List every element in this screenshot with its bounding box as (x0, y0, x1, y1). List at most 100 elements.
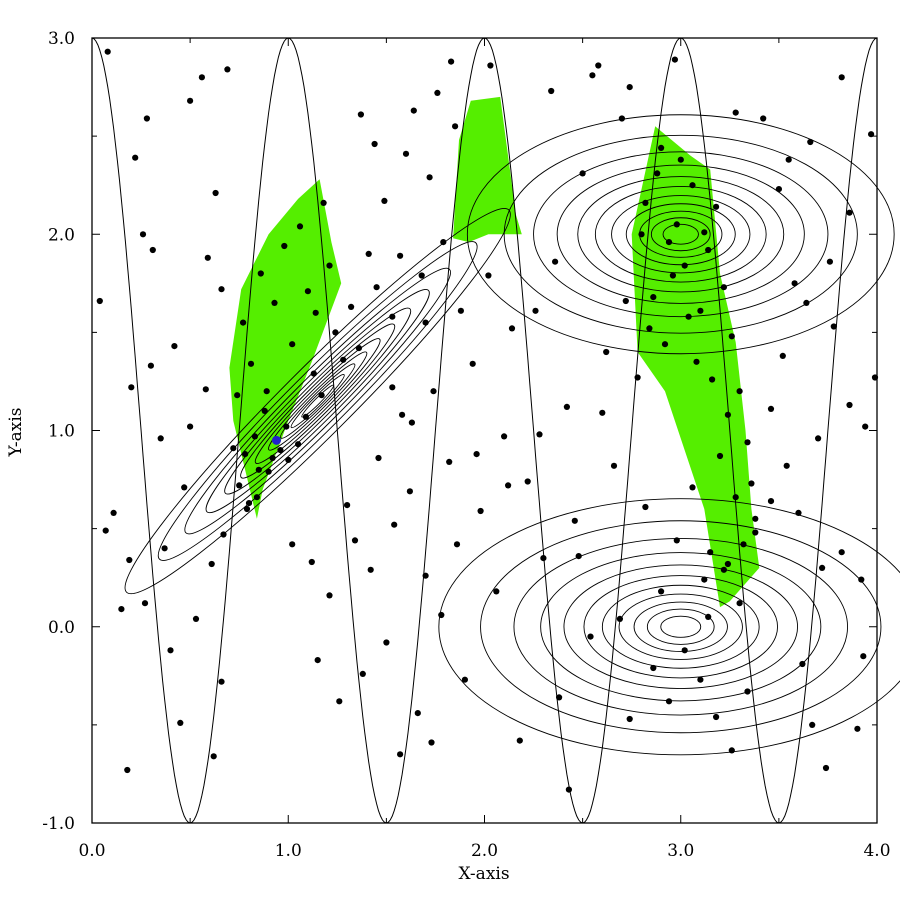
contour-line (503, 134, 858, 334)
data-point (822, 764, 830, 772)
contour-line (184, 267, 451, 535)
data-point (371, 140, 378, 148)
data-point (658, 588, 665, 595)
data-point (681, 262, 688, 269)
contour-line (540, 552, 822, 702)
data-point (285, 456, 292, 463)
data-point (389, 313, 396, 320)
data-point (410, 107, 417, 114)
data-point (603, 348, 610, 356)
data-point (453, 541, 461, 548)
data-point (697, 307, 704, 314)
data-point (791, 280, 798, 287)
data-point (457, 307, 464, 314)
data-point (732, 109, 739, 116)
data-point (803, 299, 810, 306)
data-point (245, 500, 253, 507)
data-point (646, 325, 653, 332)
data-point (732, 494, 739, 501)
data-point (218, 286, 225, 293)
data-point (709, 376, 716, 383)
y-tick-label: 3.0 (48, 29, 75, 49)
data-point (391, 521, 398, 528)
data-point (255, 466, 262, 473)
data-point (536, 431, 543, 438)
contour-line (157, 241, 478, 561)
data-point (677, 156, 684, 163)
data-point (149, 246, 156, 254)
data-point (689, 182, 696, 189)
data-point (575, 553, 582, 560)
data-point (681, 647, 688, 654)
data-point (422, 572, 429, 579)
data-point (212, 189, 219, 197)
data-point (473, 451, 480, 458)
tick-labels: 0.0 1.0 2.0 3.0 4.0-1.00.01.02.03.0 (42, 29, 890, 861)
data-point (110, 509, 117, 516)
data-point (171, 343, 178, 350)
data-point (830, 323, 837, 330)
data-point (516, 737, 523, 744)
data-point (430, 388, 437, 395)
data-point (128, 384, 135, 391)
data-point (187, 423, 194, 430)
contour-line (650, 217, 711, 252)
data-point (408, 419, 415, 426)
data-point (862, 423, 869, 430)
data-point (124, 766, 131, 774)
data-point (807, 138, 814, 146)
data-point (204, 254, 211, 261)
data-point (589, 72, 596, 79)
data-point (167, 647, 174, 654)
data-point (318, 392, 325, 399)
data-point (132, 154, 139, 161)
data-point (860, 653, 867, 660)
data-point (143, 115, 150, 122)
data-point (501, 433, 508, 440)
data-point (744, 688, 751, 695)
data-point (736, 388, 743, 395)
contour-line (601, 584, 760, 669)
data-point (295, 441, 302, 448)
data-point (397, 252, 404, 259)
data-point (96, 297, 103, 305)
data-point (289, 541, 296, 548)
data-point (126, 556, 133, 564)
data-point (234, 392, 241, 399)
data-point (815, 435, 822, 442)
data-point (795, 509, 802, 516)
data-point (642, 199, 649, 206)
data-point (701, 576, 708, 583)
data-point (355, 345, 362, 352)
data-point (147, 362, 154, 369)
data-point (418, 272, 425, 279)
contour-line (556, 164, 805, 304)
contour-line (594, 185, 767, 283)
data-point (302, 413, 309, 420)
data-point (487, 62, 494, 69)
data-point (634, 374, 641, 381)
data-point (304, 288, 311, 295)
data-point (587, 633, 594, 640)
data-point (701, 229, 708, 236)
data-point (610, 462, 618, 469)
data-point (838, 549, 845, 556)
data-point (461, 676, 468, 683)
contour-line (438, 498, 900, 756)
data-point (440, 239, 447, 246)
y-tick-label: 0.0 (48, 618, 75, 638)
data-point (422, 319, 429, 326)
data-point (626, 84, 633, 91)
data-point (202, 386, 209, 393)
contour-line (625, 203, 736, 266)
data-point (622, 297, 629, 305)
data-point (208, 560, 215, 568)
data-point (752, 529, 759, 536)
data-point (381, 197, 388, 204)
axis-ticks (91, 37, 878, 824)
data-point (314, 657, 321, 664)
contour-line (577, 176, 785, 293)
data-point (332, 329, 339, 336)
data-point (326, 592, 333, 599)
